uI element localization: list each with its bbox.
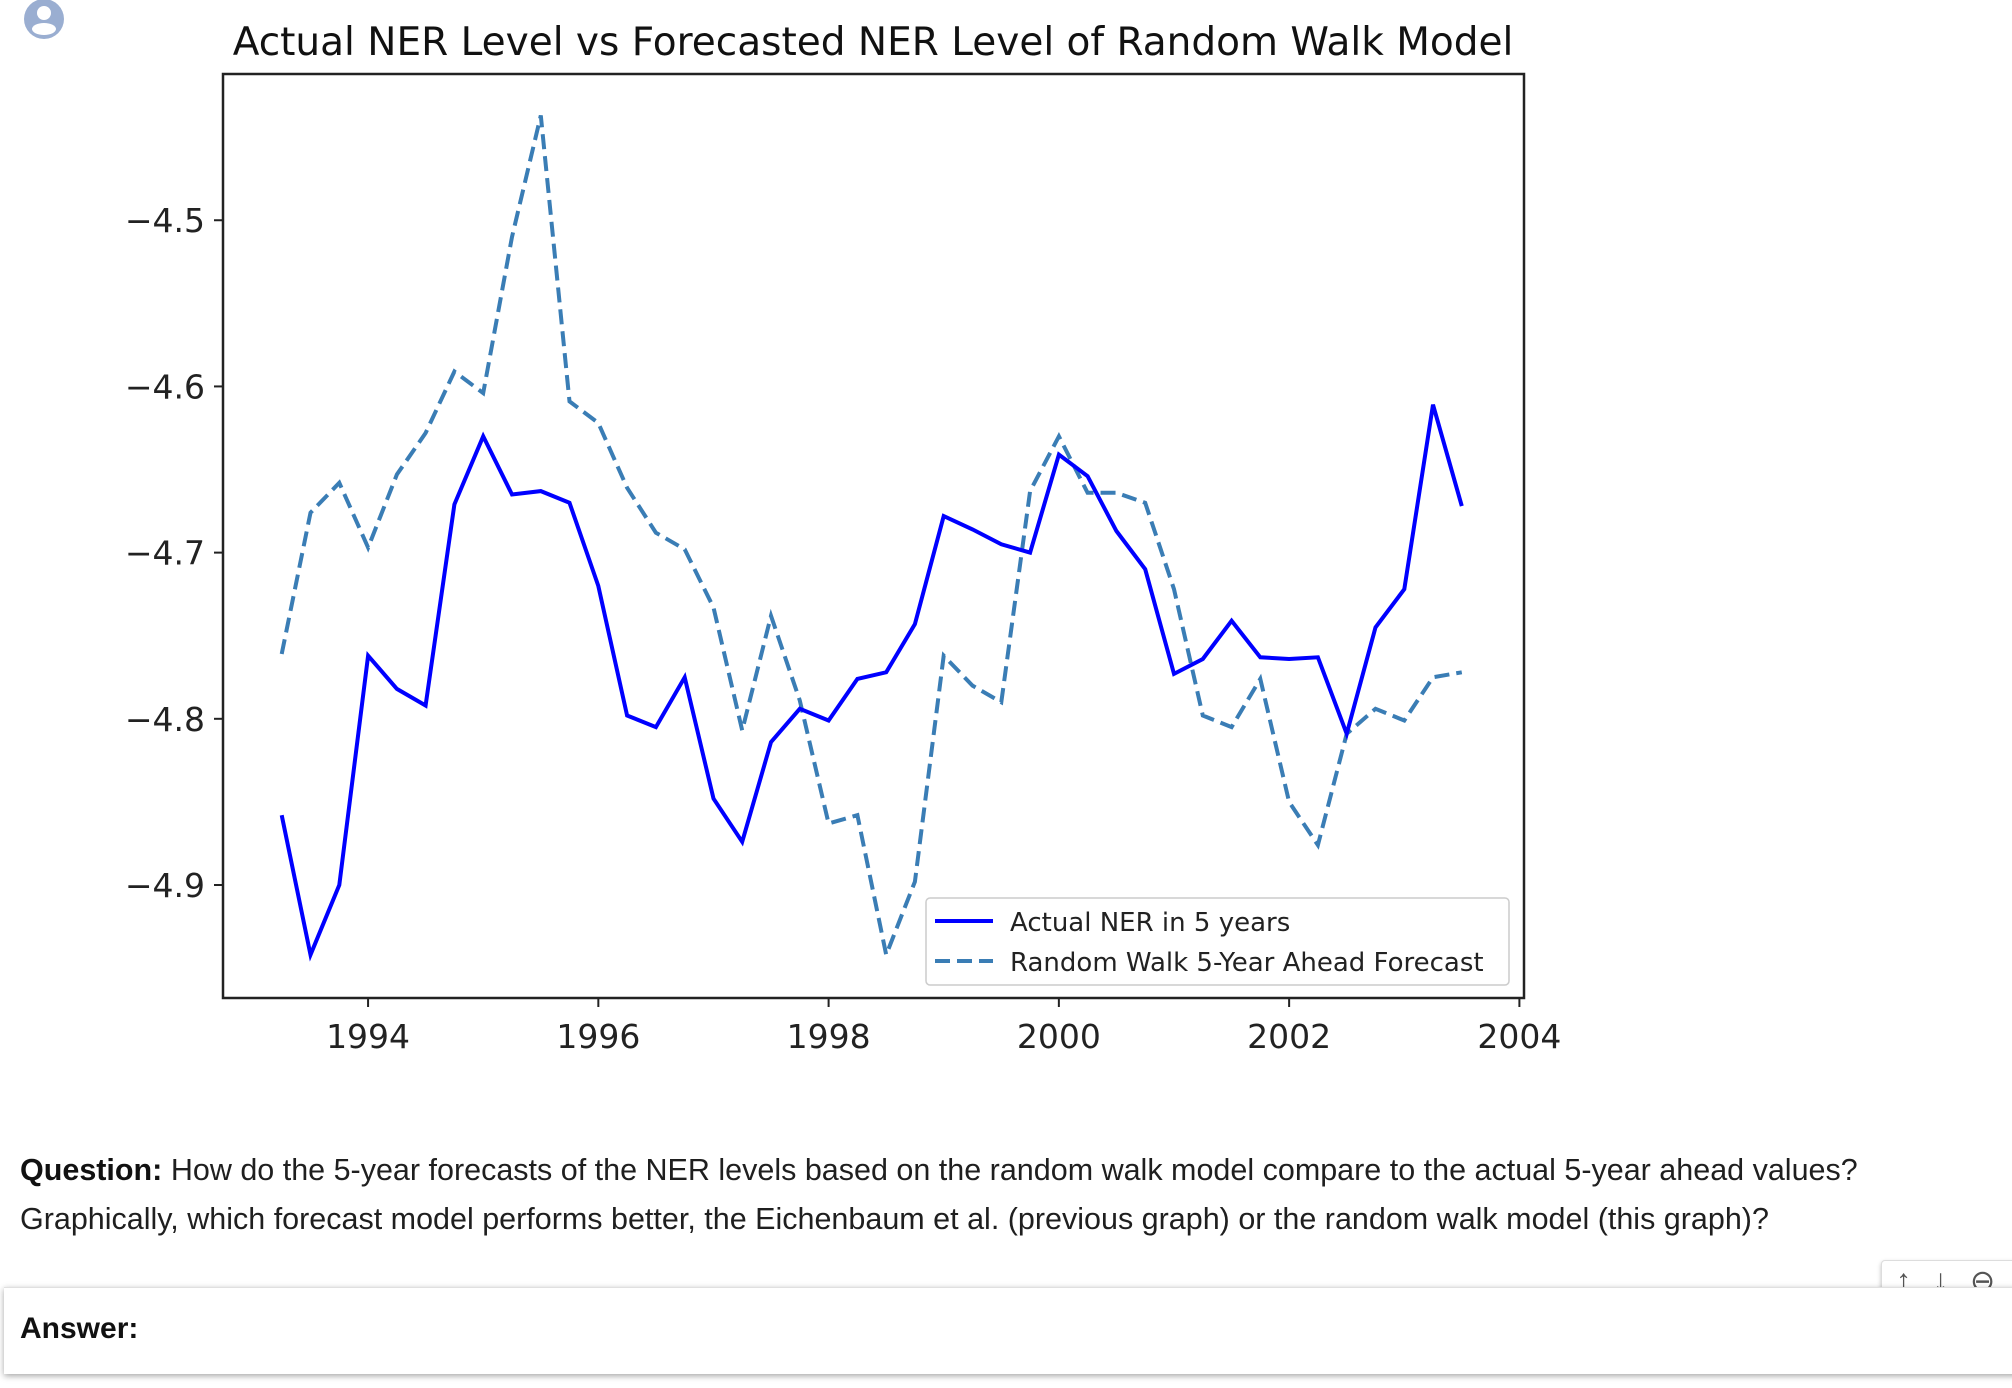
question-body: How do the 5-year forecasts of the NER l… [20,1153,1858,1236]
series-actual-line [279,404,1464,962]
y-tick-label: −4.6 [125,367,205,406]
y-tick-label: −4.8 [125,700,205,739]
line-chart: Actual NER Level vs Forecasted NER Level… [125,20,1562,1056]
legend-label-forecast: Random Walk 5-Year Ahead Forecast [1010,948,1484,978]
series-forecast-line [279,115,1463,962]
user-avatar-icon[interactable] [23,0,65,40]
x-tick-label: 1994 [326,1017,410,1056]
x-tick-label: 1998 [787,1017,871,1056]
x-tick-label: 2004 [1477,1017,1561,1056]
question-text: Question: How do the 5-year forecasts of… [20,1146,2000,1244]
chart-title: Actual NER Level vs Forecasted NER Level… [233,20,1514,65]
x-tick-label: 2002 [1247,1017,1331,1056]
answer-label: Answer: [20,1312,139,1345]
x-tick-label: 1996 [556,1017,640,1056]
x-tick-label: 2000 [1017,1017,1101,1056]
question-label: Question: [20,1153,163,1187]
legend-label-actual: Actual NER in 5 years [1010,908,1290,938]
plot-frame [221,72,1526,1000]
y-tick-label: −4.5 [125,201,205,240]
answer-cell[interactable]: Answer: [4,1287,2012,1374]
legend-box [925,897,1510,986]
y-tick-label: −4.7 [125,534,205,573]
y-tick-label: −4.9 [125,866,205,905]
legend: Actual NER in 5 years Random Walk 5-Year… [925,897,1510,986]
